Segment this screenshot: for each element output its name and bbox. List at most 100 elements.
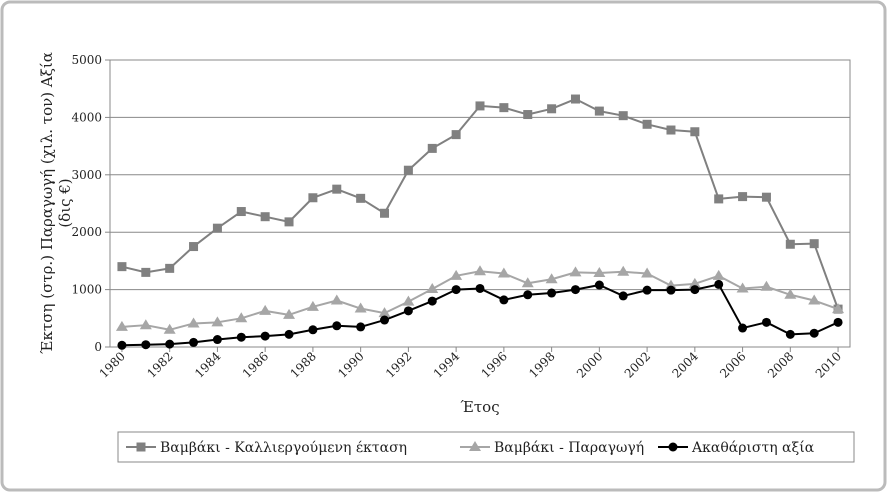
legend-marker xyxy=(136,442,146,452)
data-point xyxy=(809,239,819,249)
data-point xyxy=(690,285,700,295)
data-point xyxy=(760,280,773,291)
data-point xyxy=(117,262,127,272)
data-point xyxy=(761,192,771,202)
data-point xyxy=(356,322,366,332)
data-point xyxy=(474,265,486,276)
data-point xyxy=(165,263,175,273)
data-point xyxy=(187,317,200,328)
data-point xyxy=(497,267,510,278)
data-point xyxy=(139,319,152,330)
y-axis-title: Έκτση (στρ.) Παραγωγή (χιλ. τον) Αξία xyxy=(38,52,56,354)
data-point xyxy=(547,104,557,114)
data-point xyxy=(141,340,151,350)
legend-marker xyxy=(469,441,481,451)
data-point xyxy=(712,269,725,280)
data-point xyxy=(378,307,391,318)
data-point xyxy=(545,273,558,284)
data-point xyxy=(618,111,628,121)
data-point xyxy=(594,280,604,290)
data-point xyxy=(570,285,580,295)
legend-label: Ακαθάριστη αξία xyxy=(691,439,815,456)
data-point xyxy=(690,127,700,137)
data-point xyxy=(832,303,845,314)
data-point xyxy=(499,295,509,305)
data-point xyxy=(402,295,415,306)
data-point xyxy=(594,106,604,116)
y-tick-label: 2000 xyxy=(71,225,102,239)
data-point xyxy=(666,125,676,135)
data-point xyxy=(569,266,582,277)
y-tick-label: 3000 xyxy=(71,168,102,182)
data-point xyxy=(403,306,413,316)
data-point xyxy=(115,320,128,331)
data-point xyxy=(618,291,628,301)
legend xyxy=(117,431,855,463)
legend-label: Βαμβάκι - Καλλιεργούμενη έκταση xyxy=(160,439,407,456)
data-point xyxy=(211,316,224,327)
data-point xyxy=(570,94,580,104)
data-point xyxy=(332,184,342,194)
data-point xyxy=(354,302,367,313)
data-point xyxy=(593,266,606,277)
data-point xyxy=(427,296,437,306)
data-point xyxy=(642,285,652,295)
data-point xyxy=(212,335,222,345)
data-point xyxy=(260,212,270,222)
data-point xyxy=(738,323,748,333)
data-point xyxy=(427,143,437,153)
data-point xyxy=(761,317,771,327)
data-point xyxy=(666,285,676,295)
data-point xyxy=(212,223,222,233)
data-point xyxy=(808,294,821,305)
data-point xyxy=(283,308,296,319)
y-tick-label: 5000 xyxy=(71,53,102,67)
data-point xyxy=(547,288,557,298)
data-point xyxy=(236,207,246,217)
data-point xyxy=(260,331,270,341)
data-point xyxy=(523,110,533,120)
data-point xyxy=(306,300,319,311)
data-point xyxy=(523,290,533,300)
legend-marker xyxy=(668,442,678,452)
data-point xyxy=(688,277,701,288)
data-point xyxy=(521,277,534,288)
x-axis-title: Έτος xyxy=(460,398,499,416)
data-point xyxy=(163,323,176,334)
data-point xyxy=(284,217,294,227)
data-point xyxy=(641,267,654,278)
data-point xyxy=(475,283,485,293)
y-axis-title: (δις €) xyxy=(56,178,74,227)
legend-label: Βαμβάκι - Παραγωγή xyxy=(494,440,644,456)
data-point xyxy=(642,119,652,129)
data-point xyxy=(451,285,461,295)
y-tick-label: 1000 xyxy=(71,283,102,297)
data-point xyxy=(332,321,342,331)
data-point xyxy=(117,340,127,350)
data-point xyxy=(284,329,294,339)
data-point xyxy=(785,239,795,249)
data-point xyxy=(141,267,151,277)
data-point xyxy=(617,265,630,276)
data-point xyxy=(475,101,485,111)
data-point xyxy=(308,325,318,335)
data-point xyxy=(426,283,439,294)
data-point xyxy=(714,194,724,204)
data-point xyxy=(380,208,390,218)
data-point xyxy=(330,294,343,305)
data-point xyxy=(235,312,248,323)
data-point xyxy=(308,193,318,203)
data-point xyxy=(380,315,390,325)
data-point xyxy=(833,317,843,327)
data-point xyxy=(450,269,463,280)
data-point xyxy=(165,339,175,349)
data-point xyxy=(236,332,246,342)
data-point xyxy=(714,279,724,289)
data-point xyxy=(738,192,748,202)
data-point xyxy=(451,130,461,140)
data-point xyxy=(784,288,797,299)
y-tick-label: 0 xyxy=(94,340,102,354)
data-point xyxy=(403,165,413,175)
